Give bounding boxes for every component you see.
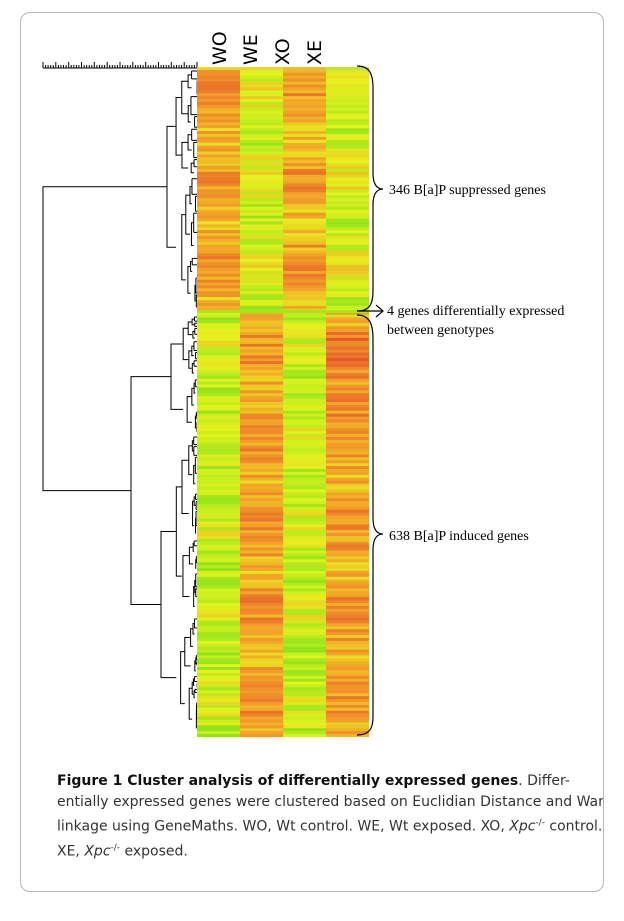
- figure-caption: Figure 1 Cluster analysis of differentia…: [57, 771, 604, 862]
- dendrogram-scale-ruler: [42, 62, 198, 69]
- column-label-xe: XE: [304, 40, 326, 65]
- column-label-xo: XO: [272, 38, 294, 65]
- suppressed-genes-label: 346 B[a]P suppressed genes: [389, 183, 546, 198]
- caption-xpc-2: Xpc: [84, 843, 111, 860]
- caption-xpc-1: Xpc: [509, 818, 536, 835]
- caption-text-b: control. XE,: [57, 818, 603, 860]
- caption-text-a: . Differ-entially expressed genes were c…: [57, 773, 604, 835]
- caption-title: Figure 1 Cluster analysis of differentia…: [57, 773, 519, 789]
- differential-genes-label-line1: 4 genes differentially expressed: [387, 304, 564, 319]
- column-label-wo: WO: [209, 31, 231, 65]
- induced-genes-label: 638 B[a]P induced genes: [389, 529, 529, 544]
- caption-sup-2: -/-: [110, 842, 121, 853]
- caption-text-c: exposed.: [120, 843, 188, 860]
- column-label-we: WE: [240, 34, 262, 65]
- dendrogram: [42, 70, 207, 734]
- suppressed-brace: [356, 65, 384, 312]
- caption-sup-1: -/-: [535, 818, 545, 828]
- figure-graphic: WO WE XO XE 346 B[a]P suppressed genes 4…: [42, 31, 564, 737]
- differential-genes-label-line2: between genotypes: [387, 323, 494, 338]
- heatmap: [197, 67, 369, 737]
- figure-frame: WO WE XO XE 346 B[a]P suppressed genes 4…: [20, 12, 604, 892]
- induced-brace: [356, 314, 384, 736]
- differential-arrow: [357, 304, 384, 318]
